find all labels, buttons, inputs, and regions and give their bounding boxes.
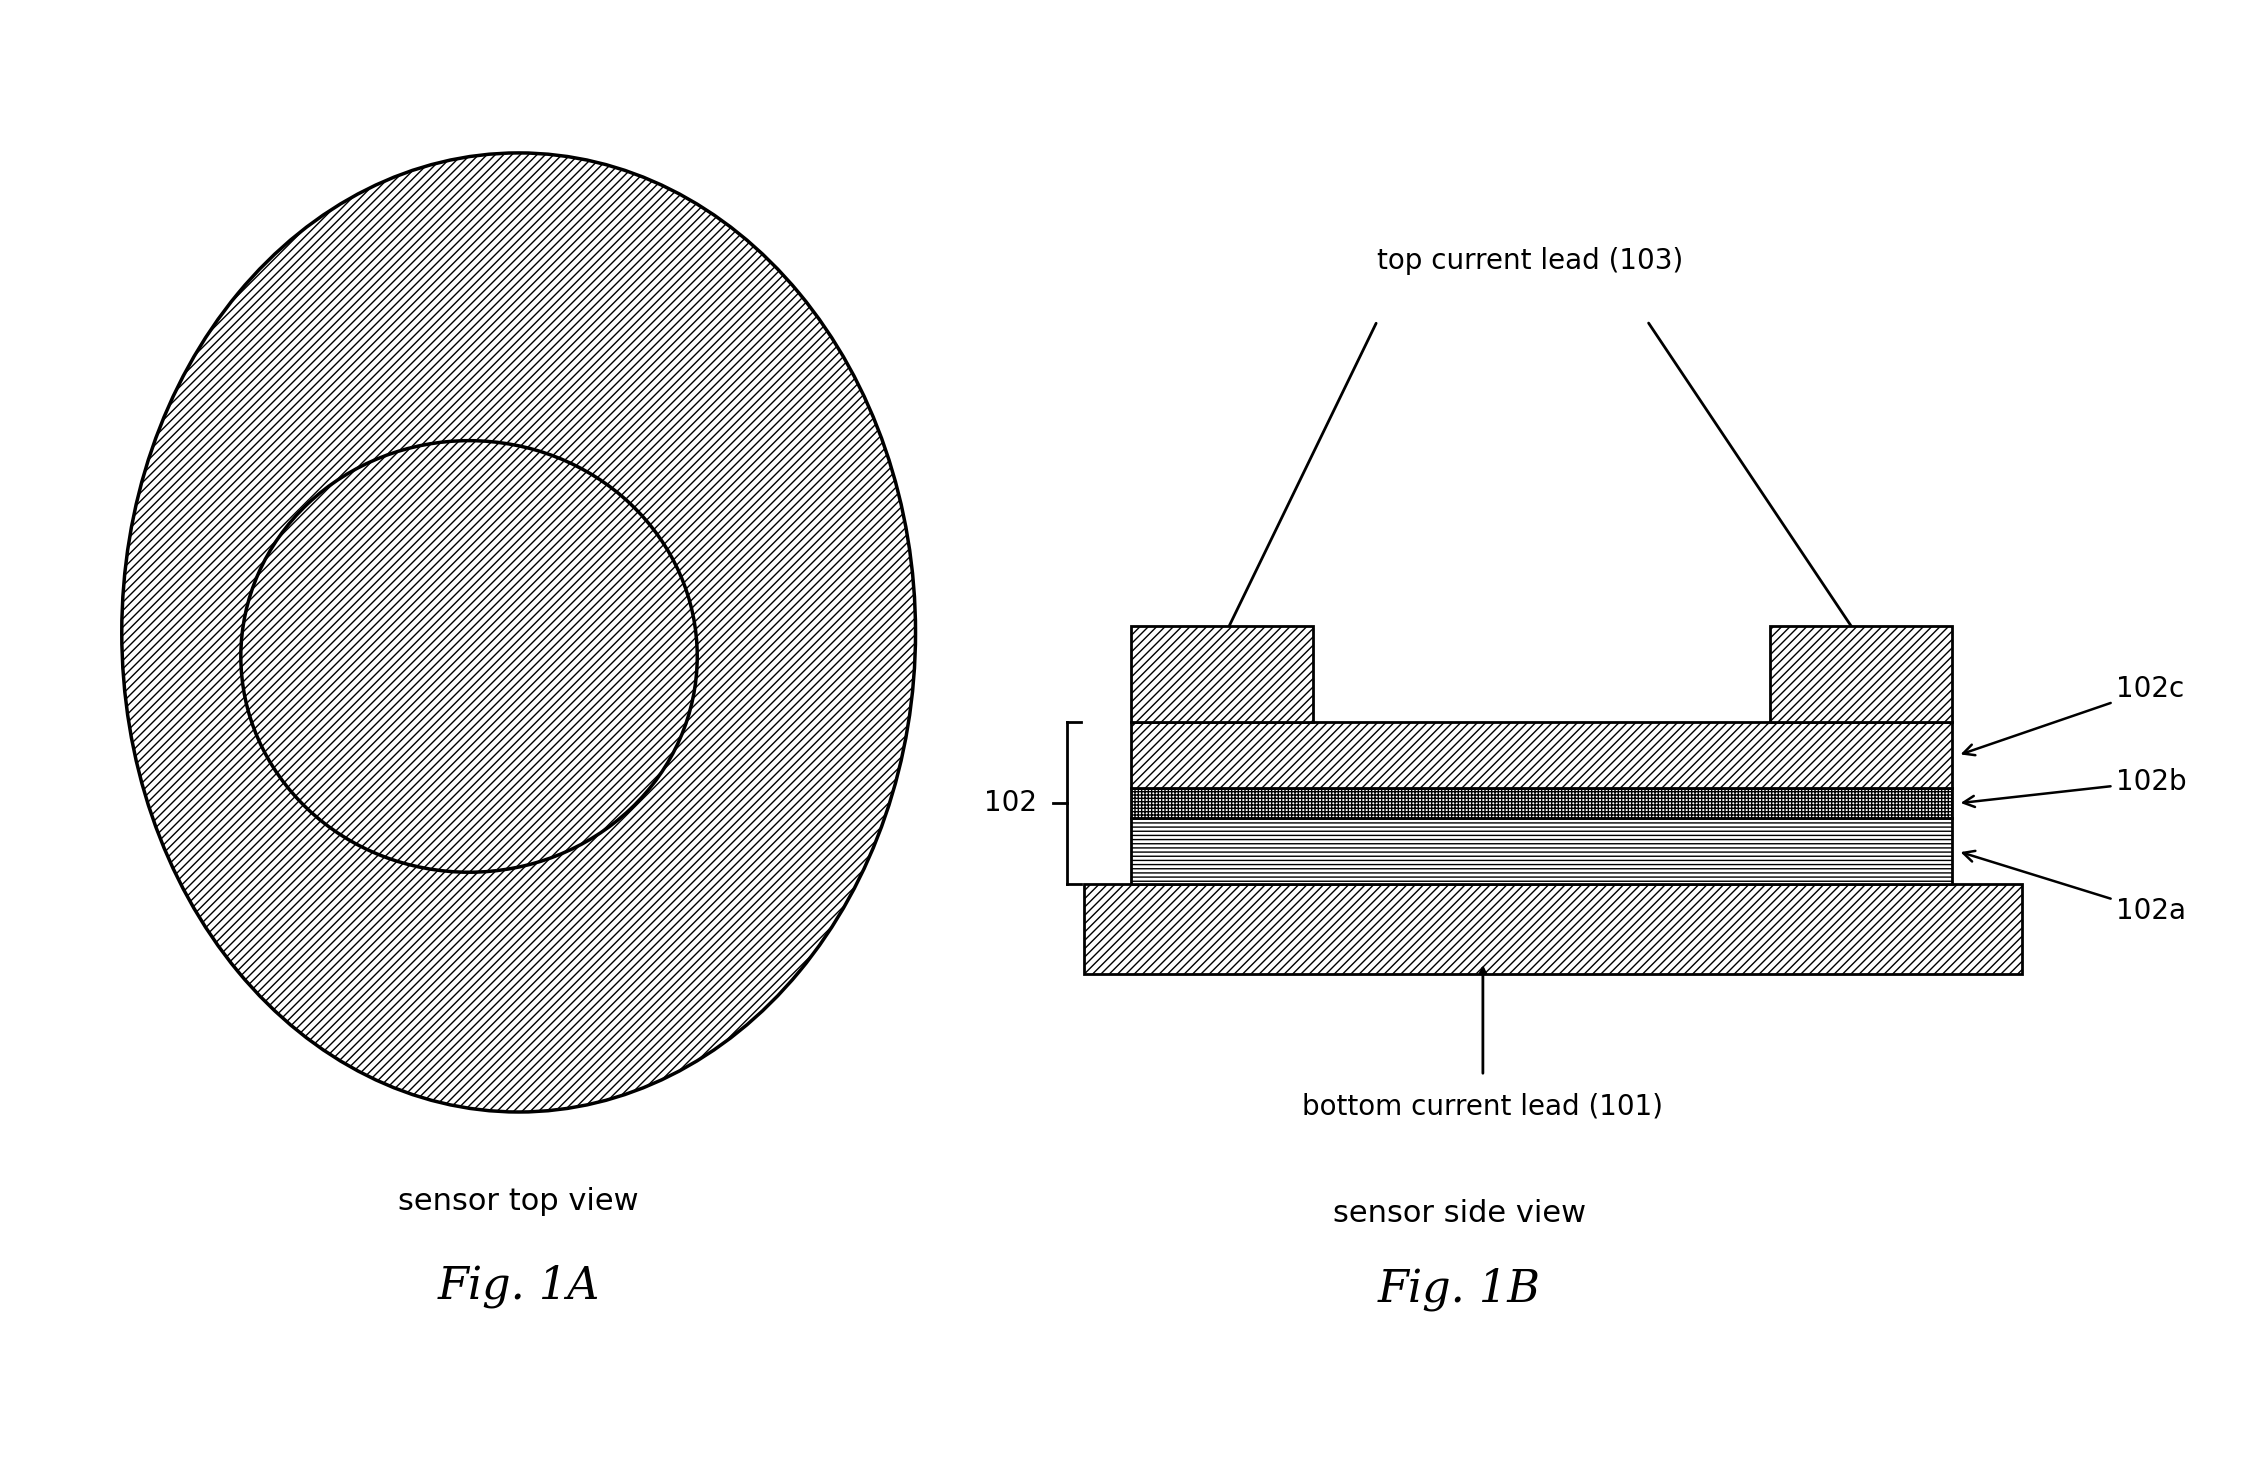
Text: 102c: 102c xyxy=(1964,675,2185,756)
Bar xyxy=(1770,626,1953,722)
Circle shape xyxy=(122,154,916,1113)
Text: 102: 102 xyxy=(983,789,1037,817)
Text: sensor side view: sensor side view xyxy=(1333,1199,1585,1228)
Text: Fig. 1B: Fig. 1B xyxy=(1378,1268,1540,1311)
Bar xyxy=(1132,626,1312,722)
Ellipse shape xyxy=(241,440,697,873)
Text: sensor top view: sensor top view xyxy=(399,1187,638,1216)
Bar xyxy=(1132,819,1953,885)
Text: Fig. 1A: Fig. 1A xyxy=(437,1265,600,1307)
Text: 102a: 102a xyxy=(1964,851,2185,925)
Text: bottom current lead (101): bottom current lead (101) xyxy=(1303,1092,1664,1120)
Text: top current lead (103): top current lead (103) xyxy=(1376,247,1682,275)
Text: 102b: 102b xyxy=(1964,768,2187,807)
Bar xyxy=(1132,722,1953,788)
Bar xyxy=(1132,788,1953,819)
Bar xyxy=(1085,885,2023,974)
